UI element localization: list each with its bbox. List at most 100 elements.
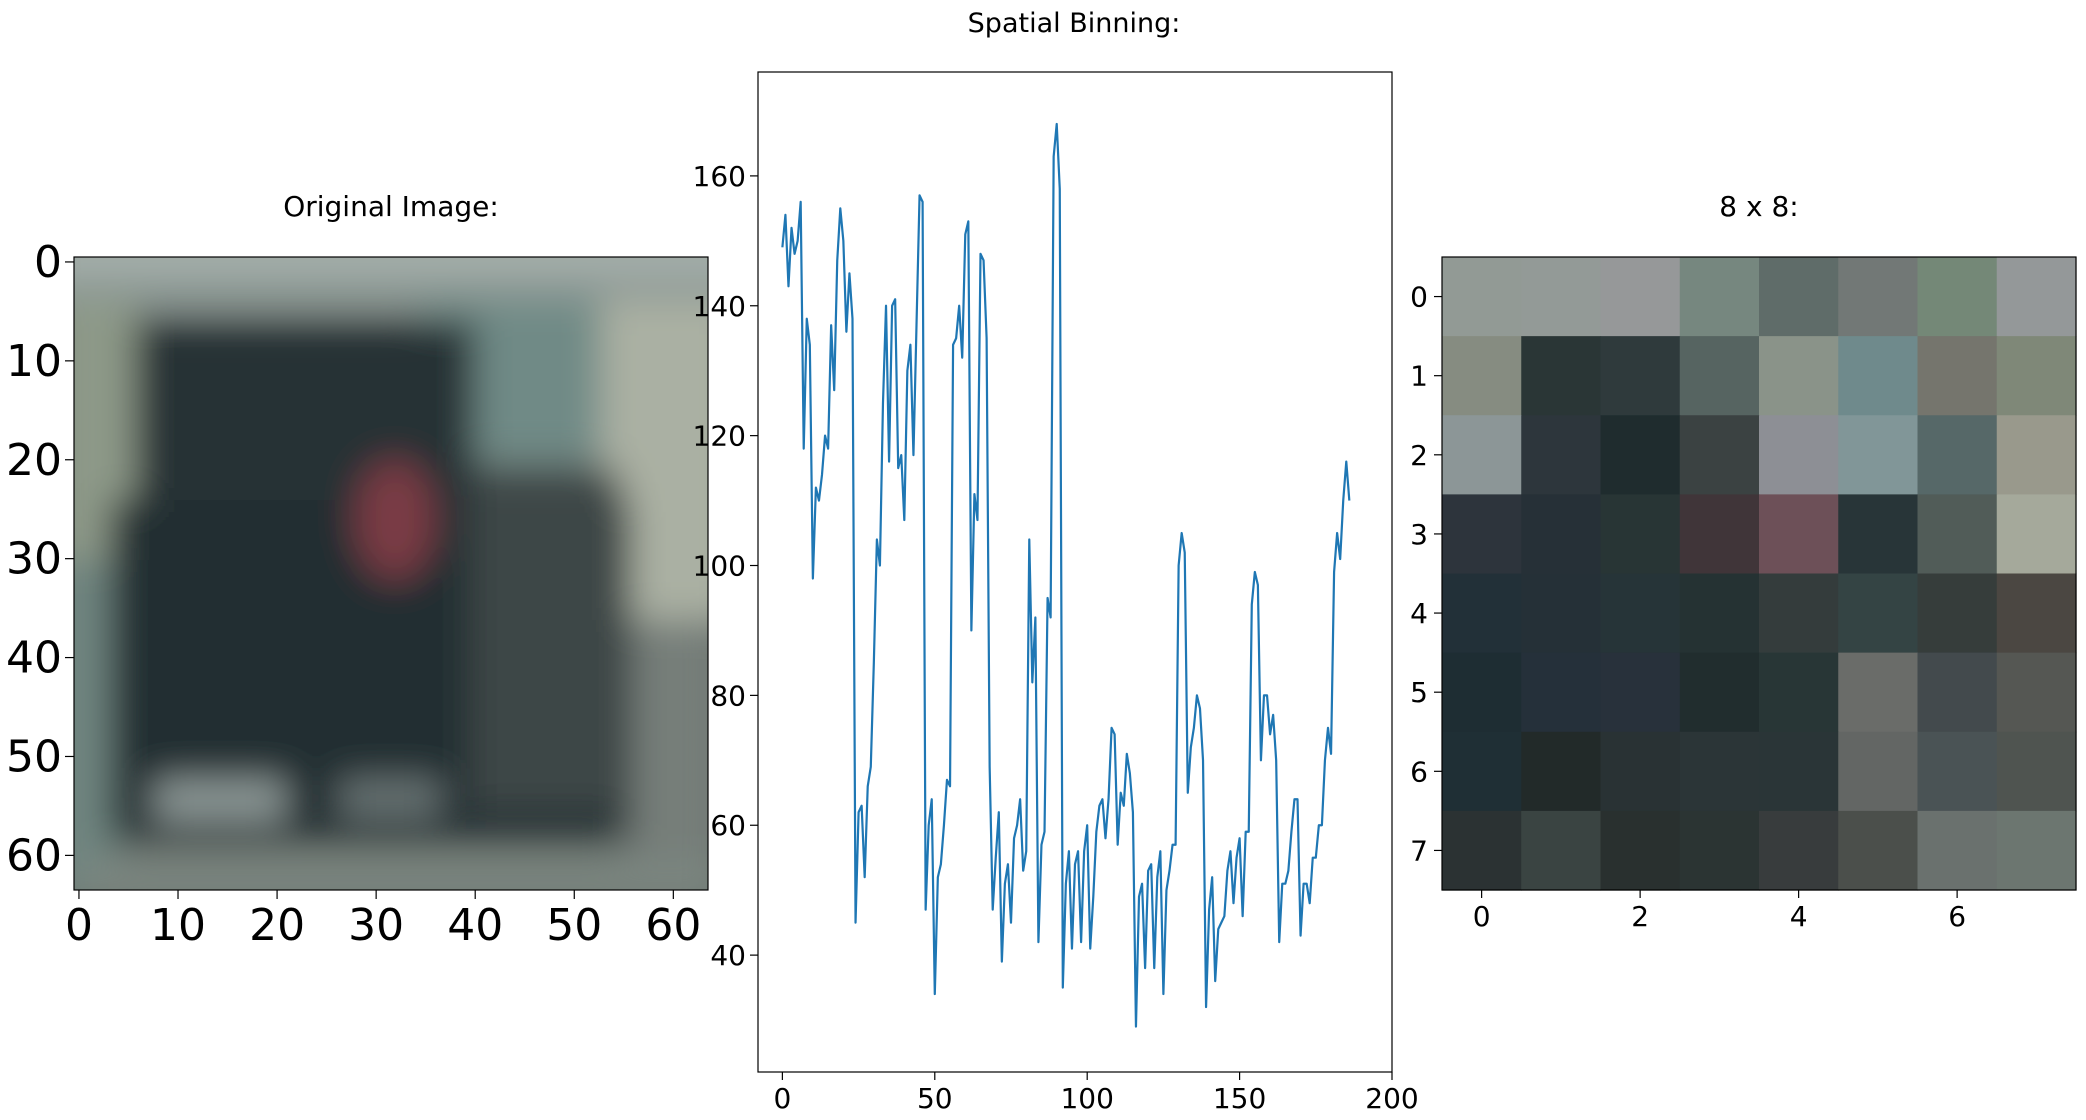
binned-cell bbox=[1917, 415, 1998, 495]
binned-cell bbox=[1442, 810, 1522, 891]
binned-cell bbox=[1679, 415, 1760, 495]
original-y-axis: 0 10 20 30 40 50 60 bbox=[6, 237, 74, 881]
original-x-tick-label: 0 bbox=[65, 900, 93, 951]
binned-y-tick-label: 5 bbox=[1410, 676, 1428, 709]
binned-cells bbox=[1442, 257, 2077, 891]
binned-cell bbox=[1996, 257, 2077, 337]
line-plot-frame bbox=[757, 71, 1393, 1073]
binned-cell bbox=[1442, 573, 1522, 654]
binned-cell bbox=[1442, 336, 1522, 416]
binned-y-tick-label: 2 bbox=[1410, 439, 1428, 472]
line-y-axis: 40 60 80 100 120 140 160 bbox=[693, 160, 758, 972]
binned-cell bbox=[1600, 810, 1681, 891]
binned-y-tick-label: 0 bbox=[1410, 281, 1428, 314]
binned-cell bbox=[1600, 494, 1681, 575]
binned-image-title: 8 x 8: bbox=[1719, 190, 1798, 223]
binned-cell bbox=[1917, 731, 1998, 812]
binned-cell bbox=[1521, 731, 1602, 812]
binned-image-panel: 8 x 8: 0 2 4 6 0 1 2 3 4 5 6 7 bbox=[1410, 190, 2077, 933]
binned-cell bbox=[1759, 652, 1839, 733]
binned-cell bbox=[1600, 573, 1681, 654]
original-image bbox=[74, 257, 708, 890]
binned-cell bbox=[1759, 731, 1839, 812]
binned-y-tick-label: 3 bbox=[1410, 518, 1428, 551]
binned-y-tick-label: 1 bbox=[1410, 360, 1428, 393]
line-x-axis: 0 50 100 150 200 bbox=[773, 1072, 1419, 1115]
binned-y-tick-label: 4 bbox=[1410, 597, 1428, 630]
binned-cell bbox=[1600, 415, 1681, 495]
original-x-tick-label: 50 bbox=[546, 900, 602, 951]
binned-cell bbox=[1759, 336, 1839, 416]
binned-cell bbox=[1521, 652, 1602, 733]
binned-cell bbox=[1442, 731, 1522, 812]
binned-cell bbox=[1917, 652, 1998, 733]
binned-cell bbox=[1838, 652, 1919, 733]
original-y-tick-label: 0 bbox=[34, 237, 62, 288]
binned-y-tick-label: 6 bbox=[1410, 755, 1428, 788]
binned-cell bbox=[1917, 810, 1998, 891]
binned-cell bbox=[1838, 415, 1919, 495]
binned-y-tick-label: 7 bbox=[1410, 834, 1428, 867]
binned-cell bbox=[1996, 573, 2077, 654]
binned-cell bbox=[1759, 573, 1839, 654]
feature-line-panel: 0 50 100 150 200 40 60 80 100 120 140 160 bbox=[693, 71, 1419, 1115]
binned-cell bbox=[1996, 731, 2077, 812]
original-y-tick-label: 60 bbox=[6, 830, 62, 881]
binned-cell bbox=[1759, 494, 1839, 575]
original-x-tick-label: 60 bbox=[645, 900, 701, 951]
binned-cell bbox=[1996, 494, 2077, 575]
binned-cell bbox=[1759, 810, 1839, 891]
binned-cell bbox=[1759, 257, 1839, 337]
binned-cell bbox=[1679, 573, 1760, 654]
binned-cell bbox=[1679, 494, 1760, 575]
binned-cell bbox=[1679, 731, 1760, 812]
binned-x-tick-label: 4 bbox=[1790, 900, 1808, 933]
binned-cell bbox=[1917, 494, 1998, 575]
original-x-axis: 0 10 20 30 40 50 60 bbox=[65, 890, 701, 951]
binned-cell bbox=[1521, 336, 1602, 416]
binned-cell bbox=[1838, 810, 1919, 891]
binned-cell bbox=[1600, 257, 1681, 337]
line-x-tick-label: 100 bbox=[1060, 1082, 1113, 1115]
line-y-tick-label: 80 bbox=[710, 679, 746, 712]
binned-cell bbox=[1442, 652, 1522, 733]
binned-cell bbox=[1442, 415, 1522, 495]
binned-image-frame bbox=[1441, 256, 2077, 891]
binned-cell bbox=[1917, 336, 1998, 416]
binned-cell bbox=[1759, 415, 1839, 495]
binned-cell bbox=[1442, 494, 1522, 575]
line-series bbox=[781, 122, 1351, 1028]
binned-x-axis: 0 2 4 6 bbox=[1473, 890, 1966, 933]
figure-suptitle: Spatial Binning: bbox=[968, 8, 1181, 39]
binned-cell bbox=[1679, 257, 1760, 337]
line-y-tick-label: 100 bbox=[693, 550, 746, 583]
binned-cell bbox=[1996, 810, 2077, 891]
line-x-tick-label: 0 bbox=[773, 1082, 791, 1115]
binned-cell bbox=[1996, 336, 2077, 416]
line-y-tick-label: 140 bbox=[693, 290, 746, 323]
binned-x-tick-label: 0 bbox=[1473, 900, 1491, 933]
binned-cell bbox=[1917, 573, 1998, 654]
original-x-tick-label: 20 bbox=[249, 900, 305, 951]
binned-cell bbox=[1679, 336, 1760, 416]
binned-cell bbox=[1442, 257, 1522, 337]
original-x-tick-label: 10 bbox=[150, 900, 206, 951]
binned-cell bbox=[1838, 336, 1919, 416]
original-image-panel: Original Image: bbox=[6, 190, 709, 951]
binned-cell bbox=[1838, 257, 1919, 337]
binned-cell bbox=[1600, 336, 1681, 416]
line-y-tick-label: 120 bbox=[693, 420, 746, 453]
binned-cell bbox=[1521, 573, 1602, 654]
binned-cell bbox=[1679, 810, 1760, 891]
binned-cell bbox=[1838, 573, 1919, 654]
original-y-tick-label: 50 bbox=[6, 731, 62, 782]
line-series-group bbox=[781, 122, 1351, 1028]
line-x-tick-label: 200 bbox=[1365, 1082, 1418, 1115]
binned-cell bbox=[1917, 257, 1998, 337]
line-y-tick-label: 160 bbox=[693, 160, 746, 193]
line-x-tick-label: 50 bbox=[917, 1082, 953, 1115]
line-y-tick-label: 60 bbox=[710, 809, 746, 842]
binned-cell bbox=[1996, 652, 2077, 733]
binned-cell bbox=[1838, 731, 1919, 812]
